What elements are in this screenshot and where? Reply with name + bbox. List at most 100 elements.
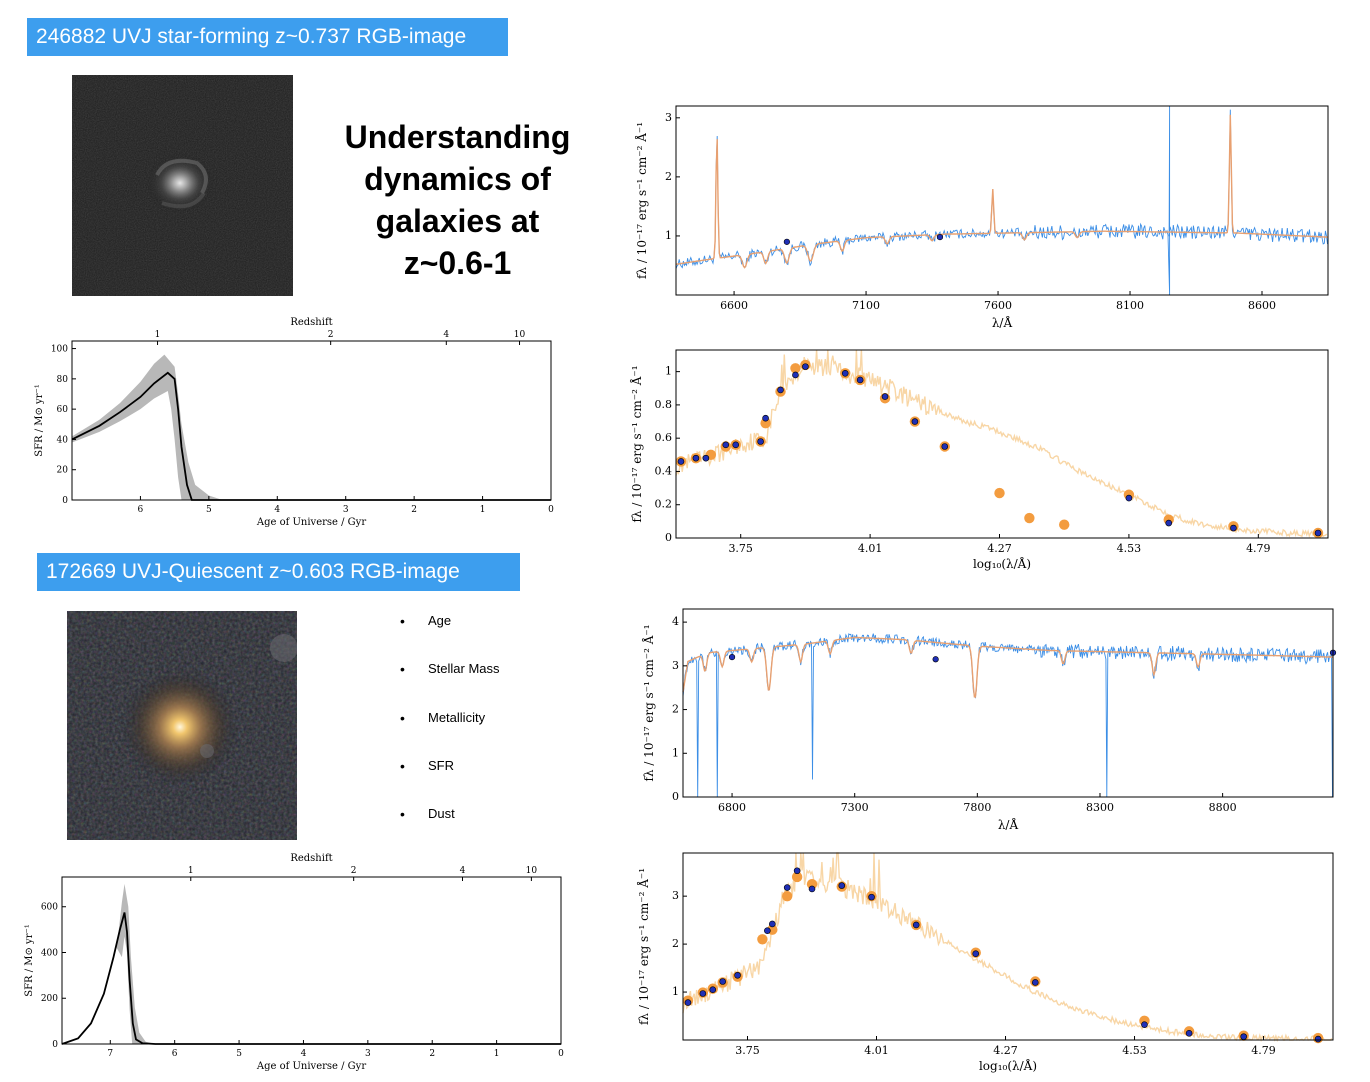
sed-chart-galaxy-2: 3.75 4.01 4.27 4.53 4.79 1 2 3 log₁₀(λ/Å) fλ / 10… — [636, 852, 1334, 1073]
top-tick-label: 4 — [443, 330, 449, 340]
x-tick-label: 6800 — [718, 801, 746, 814]
top-tick-label: 2 — [351, 866, 357, 876]
observed-photometry-point — [856, 376, 864, 384]
plot-frame — [675, 349, 1329, 539]
photometry-point — [936, 234, 944, 241]
y-tick-label: 0.2 — [655, 498, 673, 511]
x-tick-label: 3.75 — [735, 1044, 760, 1057]
y-tick-label: 200 — [41, 994, 58, 1004]
galaxy-2-rgb-image — [67, 611, 297, 840]
x-tick-label: 8100 — [1116, 299, 1144, 312]
property-item-stellar-mass: Stellar Mass — [400, 659, 500, 707]
y-tick-label: 60 — [57, 405, 69, 415]
spectrum-chart-galaxy-2: 6800 7300 7800 8300 8800 0 1 2 3 4 λ/Å fλ / 10⁻¹⁷ e… — [641, 608, 1337, 832]
model-photometry-point — [1024, 512, 1035, 524]
y-tick-label: 4 — [672, 615, 679, 628]
x-axis-label: Age of Universe / Gyr — [256, 1061, 366, 1072]
x-axis-label: λ/Å — [998, 817, 1019, 832]
y-tick-label: 2 — [672, 937, 679, 950]
y-tick-label: 1 — [665, 229, 672, 242]
headline-line-3: galaxies at — [375, 203, 540, 239]
observed-spectrum-line — [682, 633, 1333, 798]
x-tick-label: 7 — [107, 1049, 113, 1059]
observed-photometry-point — [732, 441, 740, 449]
galaxy-2-title-banner: 172669 UVJ-Quiescent z~0.603 RGB-image — [37, 553, 520, 591]
y-tick-label: 0.4 — [655, 464, 673, 477]
observed-photometry-point — [1314, 529, 1322, 537]
model-photometry-point — [1059, 519, 1070, 530]
y-tick-label: 3 — [672, 889, 679, 902]
observed-photometry-point — [838, 882, 846, 889]
observed-photometry-point — [764, 927, 771, 934]
photometry-point — [728, 653, 736, 661]
sfh-median-line — [71, 371, 551, 501]
property-item-metallicity: Metallicity — [400, 708, 500, 756]
model-spectrum-line — [675, 114, 1328, 269]
x-axis-label: Age of Universe / Gyr — [256, 517, 366, 528]
model-sed-line — [682, 852, 1333, 1043]
observed-photometry-point — [762, 414, 769, 422]
galaxy-2-image-render — [67, 611, 297, 840]
y-axis-label: fλ / 10⁻¹⁷ erg s⁻¹ cm⁻² Å⁻¹ — [641, 624, 656, 781]
x-tick-label: 6600 — [720, 299, 748, 312]
x-tick-label: 4.53 — [1122, 1044, 1147, 1057]
x-tick-label: 4.01 — [864, 1044, 889, 1057]
x-tick-label: 3 — [365, 1049, 371, 1059]
y-tick-label: 2 — [665, 170, 672, 183]
y-tick-label: 0.6 — [655, 431, 673, 444]
headline-line-2: dynamics of — [364, 161, 551, 197]
x-tick-label: 5 — [236, 1049, 242, 1059]
photometry-point — [783, 238, 790, 245]
observed-photometry-point — [802, 363, 809, 370]
photometry-point — [932, 656, 939, 663]
x-tick-label: 2 — [411, 505, 417, 515]
top-tick-label: 1 — [188, 866, 194, 876]
top-axis-label: Redshift — [290, 317, 332, 328]
galaxy-1-title-banner: 246882 UVJ star-forming z~0.737 RGB-imag… — [27, 18, 508, 56]
x-tick-label: 4.53 — [1117, 542, 1142, 555]
x-tick-label: 8600 — [1248, 299, 1276, 312]
y-axis-label: fλ / 10⁻¹⁷ erg s⁻¹ cm⁻² Å⁻¹ — [634, 122, 649, 279]
y-tick-label: 0.8 — [655, 398, 673, 411]
headline-line-4: z~0.6-1 — [403, 245, 512, 281]
model-sed-line — [675, 349, 1328, 539]
x-tick-label: 1 — [494, 1049, 500, 1059]
model-photometry-point — [806, 878, 818, 890]
observed-photometry-point — [972, 950, 980, 957]
plot-frame — [682, 852, 1334, 1041]
observed-photometry-point — [684, 999, 692, 1006]
spectrum-chart-galaxy-1: 6600 7100 7600 8100 8600 1 2 3 λ/Å fλ / 10⁻¹⁷ erg… — [634, 105, 1329, 330]
x-tick-label: 4 — [301, 1049, 307, 1059]
observed-photometry-point — [722, 441, 730, 449]
observed-photometry-point — [868, 893, 875, 901]
x-tick-label: 6 — [138, 505, 144, 515]
sfh-uncertainty-band — [72, 354, 223, 500]
x-tick-label: 7300 — [841, 801, 869, 814]
observed-photometry-point — [911, 418, 919, 425]
model-photometry-point — [760, 418, 771, 429]
observed-photometry-point — [1165, 519, 1173, 527]
x-tick-label: 4.27 — [987, 542, 1012, 555]
property-item-dust: Dust — [400, 804, 500, 852]
observed-photometry-point — [699, 990, 707, 997]
y-tick-label: 400 — [41, 948, 58, 958]
observed-photometry-point — [734, 971, 741, 979]
plot-frame — [675, 105, 1329, 296]
observed-photometry-point — [792, 371, 799, 379]
observed-photometry-point — [1031, 979, 1039, 986]
observed-photometry-point — [692, 454, 700, 462]
observed-photometry-point — [719, 978, 726, 985]
observed-photometry-point — [709, 986, 717, 993]
x-tick-label: 6 — [172, 1049, 178, 1059]
top-tick-label: 4 — [460, 866, 466, 876]
observed-photometry-point — [1240, 1033, 1247, 1040]
observed-photometry-point — [941, 443, 949, 450]
y-tick-label: 2 — [672, 703, 679, 716]
observed-photometry-point — [841, 369, 849, 377]
headline: Understanding dynamics of galaxies at z~… — [315, 116, 600, 284]
y-tick-label: 1 — [672, 985, 679, 998]
sfh-uncertainty-band — [116, 883, 156, 1044]
property-item-age: Age — [400, 611, 500, 659]
sed-chart-galaxy-1: 3.75 4.01 4.27 4.53 4.79 0 0.2 0.4 0.6 0.8 1 log₁₀(… — [629, 349, 1329, 571]
